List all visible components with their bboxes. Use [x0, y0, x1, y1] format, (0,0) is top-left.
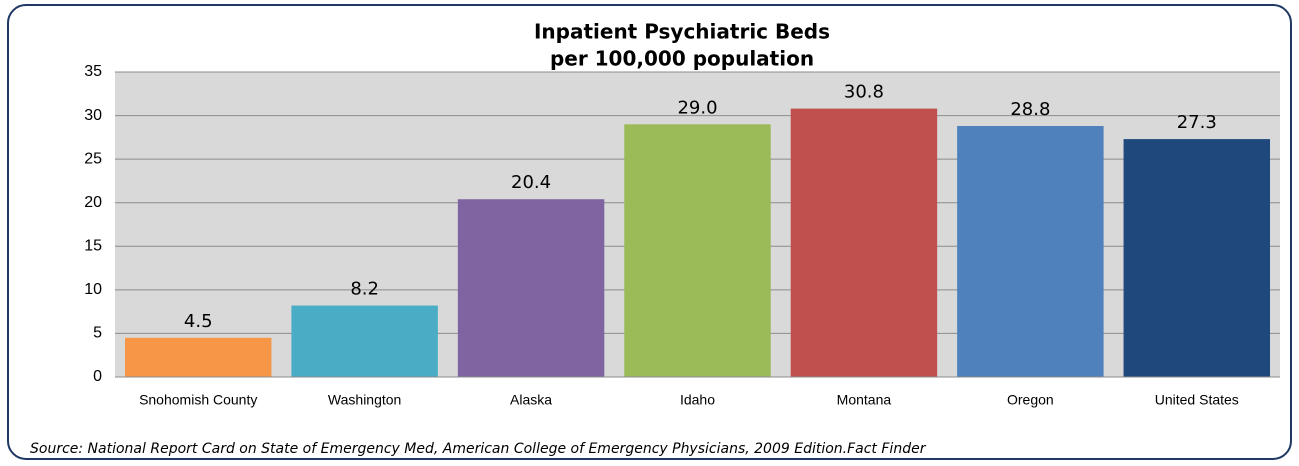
data-label: 29.0 [677, 97, 717, 118]
bar [1123, 139, 1271, 377]
bar [457, 199, 605, 377]
y-tick-label: 35 [84, 63, 102, 80]
bar [624, 124, 771, 378]
bar [790, 108, 938, 377]
data-label: 27.3 [1177, 112, 1217, 133]
chart-title: Inpatient Psychiatric Beds [534, 20, 830, 44]
data-label: 30.8 [844, 82, 884, 103]
y-tick-label: 15 [84, 238, 102, 255]
data-label: 28.8 [1010, 99, 1050, 120]
bar [291, 305, 438, 377]
bar [124, 337, 272, 377]
x-tick-label: Snohomish County [139, 392, 257, 408]
y-tick-label: 20 [84, 194, 102, 211]
data-label: 20.4 [511, 172, 551, 193]
x-tick-label: Idaho [680, 392, 715, 408]
x-tick-label: United States [1155, 392, 1239, 408]
x-tick-label: Montana [837, 392, 892, 408]
y-tick-label: 30 [84, 107, 102, 124]
x-tick-label: Washington [328, 392, 401, 408]
chart-subtitle: per 100,000 population [550, 47, 814, 71]
source-note: Source: National Report Card on State of… [30, 441, 927, 457]
bar [957, 126, 1104, 378]
x-tick-label: Oregon [1007, 392, 1054, 408]
y-tick-label: 5 [93, 325, 102, 342]
y-tick-label: 0 [93, 368, 102, 385]
y-tick-label: 25 [84, 150, 102, 167]
data-label: 8.2 [350, 279, 379, 300]
y-tick-label: 10 [84, 281, 102, 298]
x-tick-label: Alaska [510, 392, 552, 408]
data-label: 4.5 [184, 311, 213, 332]
